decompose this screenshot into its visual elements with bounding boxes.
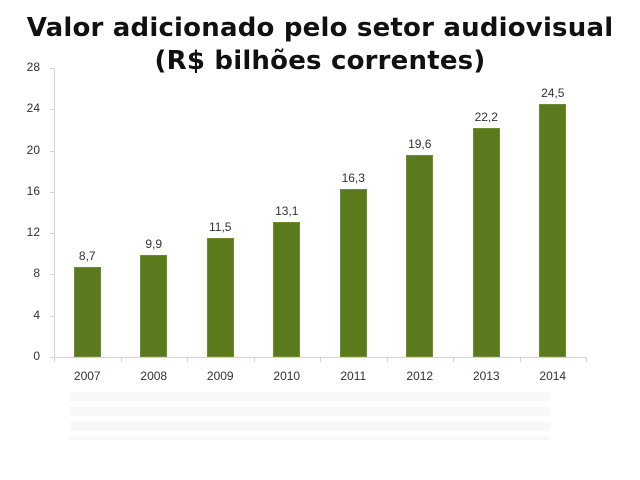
y-tick-mark: [50, 68, 54, 69]
x-tick-label: 2013: [472, 369, 500, 383]
x-tick-mark: [386, 357, 388, 362]
bar-value-label: 16,3: [341, 170, 365, 185]
y-tick-label: 20: [26, 142, 40, 157]
chart-title-line1: Valor adicionado pelo setor audiovisual: [26, 13, 614, 43]
source-footnote-faded: [70, 392, 550, 440]
bar-2013: [472, 127, 500, 357]
y-tick-label: 28: [26, 60, 40, 74]
bar-value-label: 13,1: [275, 203, 299, 218]
bar-2011: [339, 188, 367, 357]
x-tick-label: 2007: [73, 369, 101, 383]
y-tick-label: 16: [26, 183, 40, 198]
bar-2014: [539, 104, 567, 357]
x-tick-mark: [320, 357, 321, 362]
x-tick-mark: [120, 357, 122, 362]
bar-2007: [73, 267, 101, 357]
y-tick-mark: [50, 315, 54, 317]
y-tick-label: 0: [33, 349, 40, 363]
y-tick-mark: [50, 109, 54, 111]
y-tick-mark: [50, 191, 54, 193]
y-tick-label: 24: [26, 101, 40, 116]
y-tick-mark: [50, 150, 54, 152]
y-tick-label: 12: [26, 225, 40, 240]
y-tick-mark: [50, 357, 54, 358]
bar-2009: [206, 238, 234, 357]
x-tick-label: 2012: [406, 369, 434, 383]
bar-2012: [406, 154, 434, 357]
x-tick-label: 2010: [273, 369, 301, 383]
bar-value-label: 9,9: [145, 236, 163, 251]
bar-value-label: 19,6: [408, 136, 432, 151]
y-tick-label: 4: [33, 307, 40, 322]
bar-value-label: 8,7: [78, 249, 96, 264]
x-tick-mark: [586, 357, 587, 362]
x-tick-mark: [187, 357, 188, 362]
chart-title: Valor adicionado pelo setor audiovisual …: [0, 12, 640, 78]
chart-title-line2: (R$ bilhões correntes): [154, 46, 486, 76]
bar-value-label: 11,5: [209, 220, 232, 235]
bar-2008: [140, 254, 168, 357]
x-tick-label: 2014: [539, 369, 567, 383]
x-tick-label: 2011: [340, 369, 367, 383]
bar-value-label: 24,5: [541, 86, 565, 101]
bar-2010: [273, 221, 301, 357]
x-tick-mark: [453, 357, 454, 362]
y-tick-mark: [50, 233, 54, 235]
y-tick-label: 8: [33, 266, 40, 281]
bar-value-label: 22,2: [474, 109, 498, 124]
x-tick-mark: [54, 357, 55, 362]
x-tick-label: 2009: [206, 369, 234, 383]
y-tick-mark: [50, 274, 54, 276]
x-tick-label: 2008: [140, 369, 168, 383]
x-tick-mark: [253, 357, 255, 362]
y-axis-line: [54, 68, 55, 358]
x-tick-mark: [519, 357, 521, 362]
